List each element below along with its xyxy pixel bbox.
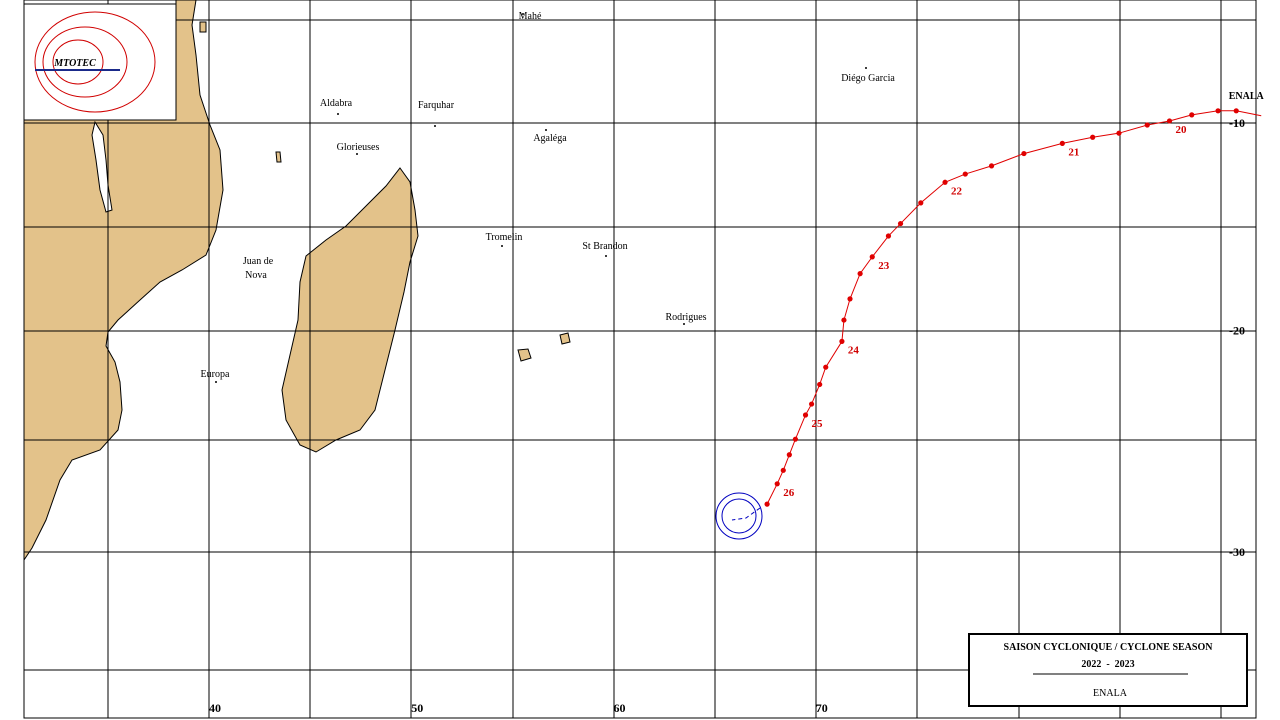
place-dot — [434, 125, 436, 127]
track-point — [808, 401, 815, 407]
track-point — [786, 452, 792, 458]
track-point — [1166, 118, 1173, 124]
track-name: ENALA — [1229, 91, 1265, 102]
place-dot — [356, 153, 358, 155]
reunion — [517, 348, 532, 362]
place-label: Agaléga — [533, 133, 567, 144]
place-dot — [337, 113, 339, 115]
storm-name: ENALA — [1093, 688, 1128, 699]
lake — [91, 120, 113, 213]
place-dot — [865, 67, 867, 69]
logo-ring — [34, 11, 156, 113]
track-point — [988, 163, 995, 169]
track-point — [792, 436, 799, 442]
lat-tick-label: -10 — [1229, 116, 1245, 130]
place-label: Aldabra — [320, 98, 353, 109]
lon-tick-label: 40 — [209, 701, 221, 715]
track-point — [869, 254, 875, 260]
track-point — [847, 296, 853, 302]
track-point — [1021, 150, 1027, 157]
place-dot — [605, 255, 607, 257]
track-point — [802, 412, 809, 418]
island — [199, 21, 207, 33]
lat-tick-label: -30 — [1229, 545, 1245, 559]
track-point — [817, 381, 823, 388]
place-label: Juan de — [243, 256, 274, 267]
place-label: Diégo Garcia — [841, 73, 895, 84]
day-label: 23 — [878, 260, 890, 272]
day-label: 21 — [1068, 146, 1079, 158]
place-dot — [215, 381, 217, 383]
track-point — [841, 317, 847, 323]
place-dot — [545, 129, 547, 131]
lon-tick-label: 50 — [411, 701, 423, 715]
logo-ring — [42, 26, 128, 98]
season-years: 2022 - 2023 — [1081, 659, 1134, 670]
season-title: SAISON CYCLONIQUE / CYCLONE SEASON — [1004, 642, 1214, 653]
lat-tick-label: -20 — [1229, 324, 1245, 338]
remnant-path — [731, 507, 761, 521]
day-label: 20 — [1176, 124, 1188, 136]
track-point — [1233, 108, 1239, 114]
place-label: Rodrigues — [665, 312, 706, 323]
track-point — [857, 271, 863, 277]
track-point — [839, 338, 845, 345]
track-point — [1189, 112, 1195, 118]
circle — [715, 492, 763, 540]
track-point — [942, 179, 948, 185]
lon-tick-label: 60 — [613, 701, 625, 715]
legend-box: SAISON CYCLONIQUE / CYCLONE SEASON 2022 … — [968, 633, 1248, 707]
comoros — [275, 151, 282, 163]
track-point — [885, 233, 892, 239]
place-label: Farquhar — [418, 100, 455, 111]
track-point — [1116, 130, 1122, 136]
track-point — [962, 171, 968, 177]
place-dot — [522, 13, 524, 15]
day-label: 24 — [848, 344, 860, 356]
lon-tick-label: 70 — [816, 701, 828, 715]
track-point — [764, 501, 770, 507]
place-label: Europa — [201, 369, 230, 380]
place-label: Nova — [245, 270, 267, 281]
track-point — [1090, 134, 1096, 140]
track-point — [823, 364, 829, 370]
day-label: 26 — [783, 487, 795, 499]
land — [23, 0, 571, 562]
day-label: 22 — [951, 185, 963, 197]
place-dot — [683, 323, 685, 325]
track-point — [1144, 122, 1150, 128]
logo-box — [23, 3, 177, 121]
track-point — [1059, 140, 1065, 146]
place-label: Glorieuses — [337, 142, 380, 153]
logo: MTOTEC — [23, 3, 177, 121]
day-label: 25 — [812, 418, 824, 430]
circle — [721, 498, 757, 534]
track-point — [897, 220, 904, 227]
logo-text: MTOTEC — [53, 58, 96, 69]
map-frame — [23, 0, 1257, 719]
track-line — [766, 110, 1262, 505]
place-dot — [501, 245, 503, 247]
track-point — [774, 481, 780, 487]
mauritius — [559, 332, 571, 345]
track-point — [780, 467, 786, 473]
logo-ring — [52, 39, 104, 85]
track-point — [918, 200, 924, 206]
place-label: Mahé — [519, 11, 542, 22]
place-label: Tromelin — [486, 232, 523, 243]
place-label: St Brandon — [582, 241, 627, 252]
track-point — [1215, 108, 1221, 114]
remnant-low — [715, 492, 763, 540]
legend-frame — [968, 633, 1248, 707]
